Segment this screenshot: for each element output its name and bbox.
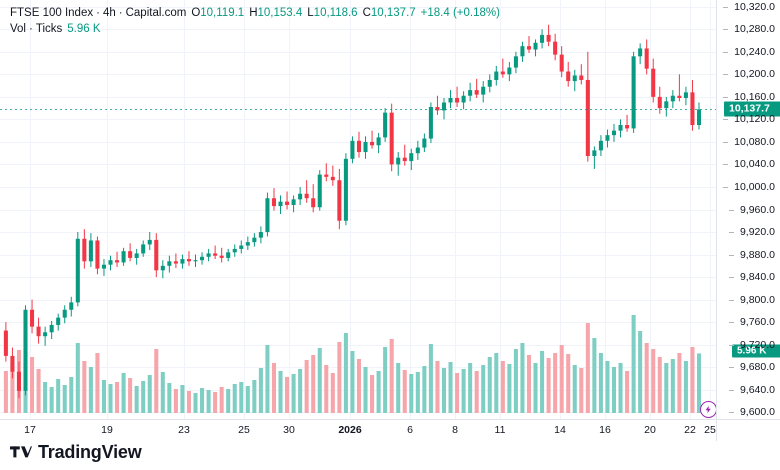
tick-mark: [723, 51, 729, 53]
time-axis-tick: 25: [704, 424, 716, 436]
candlestick-series: [0, 24, 716, 399]
tick-mark: [723, 96, 729, 98]
time-axis-tick: 20: [644, 424, 656, 436]
time-axis-tick: 14: [554, 424, 566, 436]
tick-mark: [723, 164, 729, 166]
price-axis[interactable]: 10,137.7 5.96 K 10,320.0 10,280.0 10,240.0…: [716, 0, 780, 419]
price-axis-tick: 9,840.0: [728, 271, 775, 283]
price-axis-tick: 10,160.0: [723, 91, 775, 103]
tick-mark: [728, 277, 734, 279]
price-axis-tick: 9,760.0: [728, 316, 775, 328]
axis-divider: [716, 420, 717, 441]
price-axis-tick: 10,200.0: [723, 68, 775, 80]
time-axis-tick: 2026: [338, 424, 362, 436]
time-axis-tick: 8: [452, 424, 458, 436]
time-axis-tick: 19: [101, 424, 113, 436]
tradingview-logo-icon: [10, 446, 32, 458]
tick-mark: [723, 187, 729, 188]
time-axis[interactable]: 17 19 23 25 30 2026 6 8 11 14 16 20 22 25: [0, 419, 780, 441]
price-axis-tick: 9,800.0: [728, 294, 775, 306]
current-price-badge: 10,137.7: [724, 101, 780, 117]
time-axis-tick: 16: [599, 424, 611, 436]
price-axis-tick: 10,120.0: [723, 113, 775, 125]
price-axis-tick: 9,960.0: [728, 204, 775, 216]
current-volume-badge: 5.96 K: [732, 344, 780, 358]
grid-lines: [0, 0, 716, 419]
price-axis-tick: 10,280.0: [723, 23, 775, 35]
time-axis-tick: 25: [238, 424, 250, 436]
tick-mark: [728, 412, 734, 414]
time-axis-tick: 6: [407, 424, 413, 436]
time-axis-tick: 30: [283, 424, 295, 436]
brand-name: TradingView: [38, 442, 142, 462]
tick-mark: [728, 322, 734, 324]
tick-mark: [728, 389, 734, 391]
price-axis-tick: 10,080.0: [723, 136, 775, 148]
tick-mark: [728, 367, 734, 369]
tick-mark: [723, 6, 729, 8]
price-axis-tick: 9,880.0: [728, 249, 775, 261]
price-axis-tick: 9,920.0: [728, 226, 775, 238]
time-axis-tick: 22: [684, 424, 696, 436]
tick-mark: [723, 119, 729, 121]
price-axis-tick: 9,600.0: [728, 406, 775, 418]
price-axis-tick: 9,640.0: [728, 384, 775, 396]
price-axis-tick: 10,040.0: [723, 158, 775, 170]
time-axis-tick: 11: [494, 424, 506, 436]
price-axis-tick: 10,320.0: [723, 1, 775, 13]
tradingview-branding: TradingView: [10, 442, 142, 463]
time-axis-tick: 23: [178, 424, 190, 436]
tick-mark: [728, 299, 734, 301]
tick-mark: [723, 141, 729, 143]
lightning-bolt-icon[interactable]: [699, 401, 717, 418]
tick-mark: [728, 254, 734, 256]
time-axis-tick: 17: [24, 424, 36, 436]
tick-mark: [723, 29, 729, 31]
tick-mark: [728, 344, 734, 346]
tick-mark: [728, 232, 734, 233]
bolt-glyph: [705, 405, 711, 414]
tick-mark: [723, 74, 729, 76]
tick-mark: [728, 209, 734, 211]
price-axis-tick: 9,720.0: [728, 339, 775, 351]
price-axis-tick: 10,240.0: [723, 46, 775, 58]
chart-pane[interactable]: [0, 0, 717, 419]
price-axis-tick: 9,680.0: [728, 361, 775, 373]
volume-histogram: [3, 315, 702, 413]
price-axis-tick: 10,000.0: [723, 181, 775, 193]
